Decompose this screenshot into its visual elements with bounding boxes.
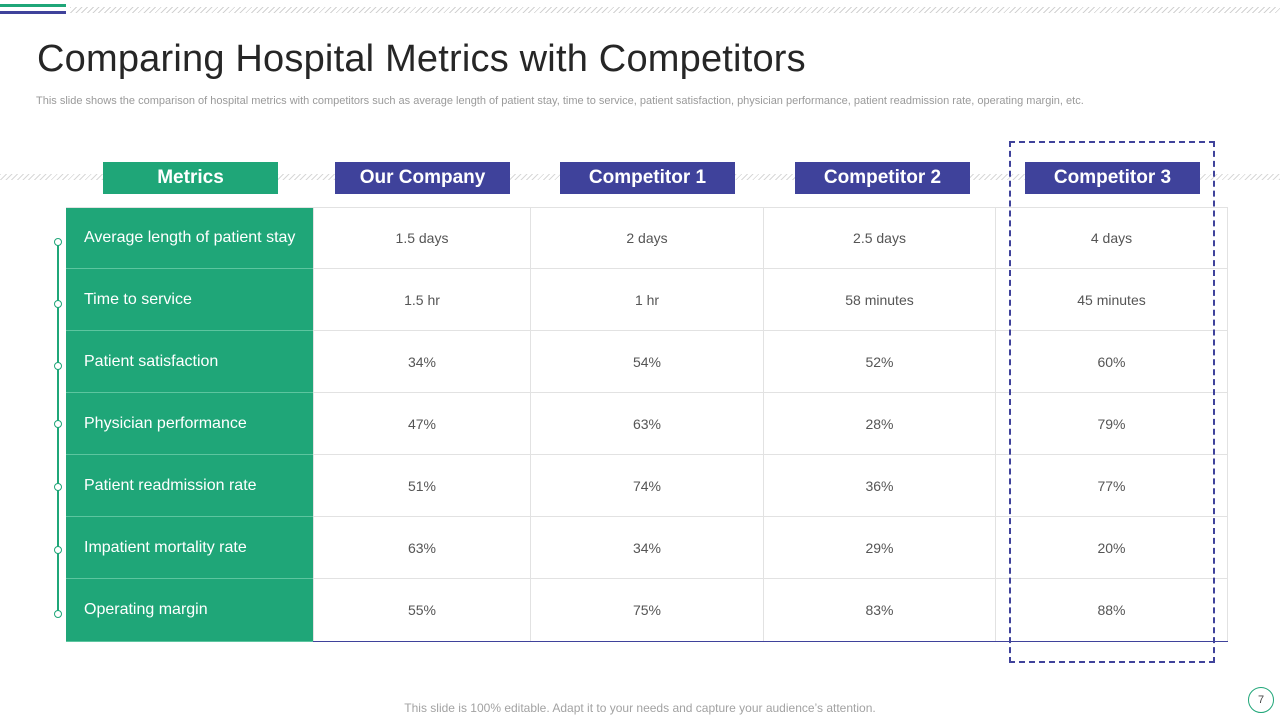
value-competitor-1: 63%: [530, 393, 763, 454]
table-row: Time to service 1.5 hr 1 hr 58 minutes 4…: [66, 269, 1228, 331]
metric-label: Average length of patient stay: [66, 208, 313, 269]
accent-bar-green: [0, 4, 66, 7]
value-our-company: 51%: [313, 455, 530, 516]
value-competitor-3: 60%: [995, 331, 1228, 392]
timeline-dot: [54, 238, 62, 246]
slide-footer: This slide is 100% editable. Adapt it to…: [404, 701, 876, 715]
value-competitor-3: 88%: [995, 579, 1228, 641]
table-row: Average length of patient stay 1.5 days …: [66, 207, 1228, 269]
top-divider: [70, 7, 1280, 13]
timeline-dot: [54, 300, 62, 308]
metric-label: Operating margin: [66, 579, 313, 642]
value-competitor-1: 54%: [530, 331, 763, 392]
timeline-dot: [54, 546, 62, 554]
timeline-dot: [54, 483, 62, 491]
timeline-line: [57, 242, 59, 614]
header-competitor-1: Competitor 1: [560, 162, 735, 194]
value-competitor-2: 29%: [763, 517, 995, 578]
value-competitor-2: 83%: [763, 579, 995, 641]
timeline-dot: [54, 420, 62, 428]
value-competitor-2: 2.5 days: [763, 208, 995, 268]
metric-label: Time to service: [66, 269, 313, 331]
table-row: Operating margin 55% 75% 83% 88%: [66, 579, 1228, 642]
metric-label: Patient satisfaction: [66, 331, 313, 393]
value-competitor-3: 4 days: [995, 208, 1228, 268]
slide-title: Comparing Hospital Metrics with Competit…: [37, 38, 806, 80]
value-competitor-1: 34%: [530, 517, 763, 578]
header-metrics: Metrics: [103, 162, 278, 194]
value-our-company: 63%: [313, 517, 530, 578]
page-number: 7: [1248, 687, 1274, 713]
table-row: Patient satisfaction 34% 54% 52% 60%: [66, 331, 1228, 393]
table-row: Patient readmission rate 51% 74% 36% 77%: [66, 455, 1228, 517]
metric-label: Impatient mortality rate: [66, 517, 313, 579]
highlight-competitor-3-box: [1009, 141, 1215, 663]
value-our-company: 47%: [313, 393, 530, 454]
value-competitor-3: 77%: [995, 455, 1228, 516]
header-competitor-2: Competitor 2: [795, 162, 970, 194]
header-our-company: Our Company: [335, 162, 510, 194]
value-competitor-2: 36%: [763, 455, 995, 516]
metric-label: Physician performance: [66, 393, 313, 455]
value-competitor-3: 45 minutes: [995, 269, 1228, 330]
timeline-dot: [54, 610, 62, 618]
value-our-company: 34%: [313, 331, 530, 392]
value-competitor-3: 20%: [995, 517, 1228, 578]
value-competitor-1: 74%: [530, 455, 763, 516]
value-competitor-1: 1 hr: [530, 269, 763, 330]
value-competitor-2: 52%: [763, 331, 995, 392]
header-competitor-3: Competitor 3: [1025, 162, 1200, 194]
slide-subtitle: This slide shows the comparison of hospi…: [36, 95, 1084, 107]
value-competitor-2: 58 minutes: [763, 269, 995, 330]
value-competitor-3: 79%: [995, 393, 1228, 454]
table-row: Physician performance 47% 63% 28% 79%: [66, 393, 1228, 455]
accent-bar-blue: [0, 11, 66, 14]
table-row: Impatient mortality rate 63% 34% 29% 20%: [66, 517, 1228, 579]
value-competitor-1: 75%: [530, 579, 763, 641]
value-competitor-2: 28%: [763, 393, 995, 454]
value-our-company: 55%: [313, 579, 530, 641]
comparison-table: Average length of patient stay 1.5 days …: [66, 207, 1228, 642]
timeline-dot: [54, 362, 62, 370]
value-our-company: 1.5 hr: [313, 269, 530, 330]
value-competitor-1: 2 days: [530, 208, 763, 268]
value-our-company: 1.5 days: [313, 208, 530, 268]
metric-label: Patient readmission rate: [66, 455, 313, 517]
